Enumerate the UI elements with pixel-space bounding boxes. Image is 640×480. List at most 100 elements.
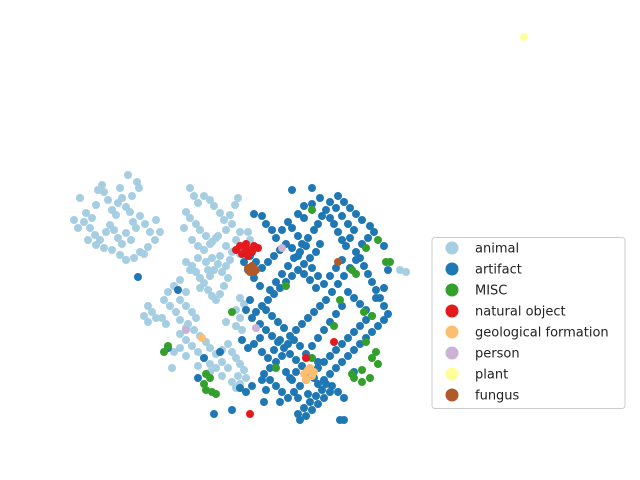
- data-point: [228, 406, 236, 414]
- data-point: [334, 258, 342, 266]
- data-point: [334, 228, 342, 236]
- data-point: [182, 326, 190, 334]
- data-point: [366, 374, 374, 382]
- data-point: [268, 332, 276, 340]
- data-point: [320, 376, 328, 384]
- data-point: [242, 306, 250, 314]
- data-point: [372, 286, 380, 294]
- data-point: [316, 302, 324, 310]
- data-point: [182, 258, 190, 266]
- data-point: [332, 310, 340, 318]
- data-point: [210, 266, 218, 274]
- data-point: [194, 374, 202, 382]
- data-point: [372, 294, 380, 302]
- data-point: [362, 338, 370, 346]
- data-point: [322, 206, 330, 214]
- data-point: [294, 210, 302, 218]
- data-point: [252, 324, 260, 332]
- data-point: [224, 364, 232, 372]
- legend-label: person: [475, 347, 520, 362]
- data-point: [196, 226, 204, 234]
- legend-marker: [445, 325, 459, 339]
- data-point: [198, 334, 206, 342]
- data-point: [368, 354, 376, 362]
- data-point: [326, 352, 334, 360]
- data-point: [350, 328, 358, 336]
- data-point: [352, 270, 360, 278]
- data-point: [216, 290, 224, 298]
- data-point: [338, 340, 346, 348]
- data-point: [338, 236, 346, 244]
- data-point: [308, 200, 316, 208]
- data-point: [262, 220, 270, 228]
- data-point: [308, 406, 316, 414]
- legend-entry: plant: [445, 367, 508, 383]
- data-point: [302, 412, 310, 420]
- data-point: [308, 206, 316, 214]
- data-point: [308, 354, 316, 362]
- data-point: [118, 240, 126, 248]
- data-point: [262, 306, 270, 314]
- data-point: [380, 284, 388, 292]
- data-point: [144, 243, 152, 251]
- data-point: [122, 256, 130, 264]
- data-point: [262, 326, 270, 334]
- data-point: [316, 240, 324, 248]
- data-point: [172, 308, 180, 316]
- data-point: [216, 348, 224, 356]
- series-fungus: [244, 258, 342, 276]
- data-point: [292, 368, 300, 376]
- data-point: [356, 300, 364, 308]
- data-point: [182, 352, 190, 360]
- data-point: [308, 184, 316, 192]
- data-point: [266, 376, 274, 384]
- data-point: [232, 354, 240, 362]
- data-point: [182, 288, 190, 296]
- data-point: [134, 273, 142, 281]
- data-point: [372, 348, 380, 356]
- data-point: [176, 316, 184, 324]
- data-point: [304, 390, 312, 398]
- data-point: [188, 342, 196, 350]
- legend-label: artifact: [475, 263, 522, 278]
- data-point: [362, 316, 370, 324]
- data-point: [332, 204, 340, 212]
- data-point: [234, 372, 242, 380]
- data-point: [92, 241, 100, 249]
- data-point: [194, 242, 202, 250]
- data-point: [316, 194, 324, 202]
- data-point: [276, 398, 284, 406]
- data-point: [135, 184, 143, 192]
- data-point: [116, 184, 124, 192]
- data-point: [190, 192, 198, 200]
- data-point: [340, 272, 348, 280]
- data-point: [116, 251, 124, 259]
- data-point: [252, 266, 260, 274]
- data-point: [212, 296, 220, 304]
- data-point: [164, 342, 172, 350]
- data-point: [344, 288, 352, 296]
- data-point: [144, 302, 152, 310]
- data-point: [288, 244, 296, 252]
- legend-label: fungus: [475, 389, 520, 404]
- data-point: [84, 236, 92, 244]
- data-point: [350, 294, 358, 302]
- data-point: [368, 312, 376, 320]
- data-point: [206, 374, 214, 382]
- legend-marker: [445, 283, 459, 297]
- data-point: [348, 370, 356, 378]
- data-point: [292, 356, 300, 364]
- data-point: [246, 296, 254, 304]
- data-point: [212, 234, 220, 242]
- data-point: [238, 336, 246, 344]
- data-point: [278, 270, 286, 278]
- data-point: [296, 382, 304, 390]
- data-point: [194, 348, 202, 356]
- data-point: [358, 366, 366, 374]
- data-point: [214, 260, 222, 268]
- data-point: [222, 262, 230, 270]
- data-point: [98, 181, 106, 189]
- data-point: [280, 324, 288, 332]
- data-point: [194, 254, 202, 262]
- data-point: [164, 288, 172, 296]
